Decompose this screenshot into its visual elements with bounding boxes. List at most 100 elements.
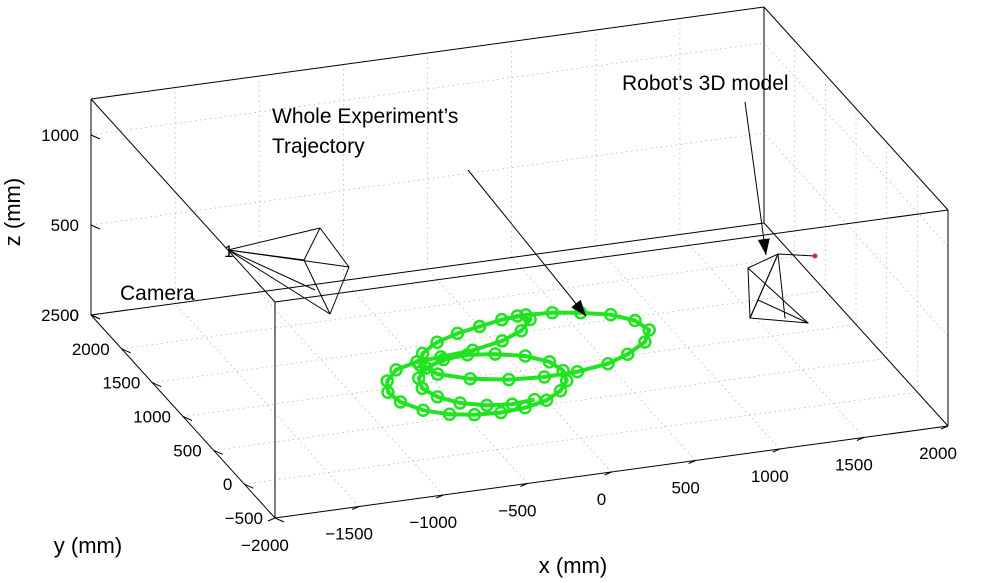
x-tick-label: 2000 (919, 444, 957, 463)
trajectory-point (502, 372, 516, 387)
robot-model-link (747, 267, 751, 319)
trajectory-point (430, 335, 444, 349)
axes-box-edge (763, 6, 949, 211)
trajectory-point (514, 323, 529, 338)
trajectory-point (413, 358, 427, 372)
trajectory-point (556, 363, 570, 378)
x-tick-mark (688, 460, 696, 464)
y-tick-mark (213, 449, 223, 455)
grid-line-floor-y (152, 290, 826, 384)
grid-line-floor-x (679, 234, 865, 438)
trajectory-point (480, 398, 494, 413)
y-tick-mark (244, 483, 254, 489)
trajectory-point (518, 349, 533, 363)
grid-line-floor-y (182, 324, 857, 417)
trajectory-point (620, 347, 635, 361)
trajectory-point (628, 313, 642, 328)
trajectory-point (638, 335, 652, 349)
trajectory-point (601, 356, 615, 371)
robot-model-link (757, 299, 809, 324)
z-tick-mark (90, 224, 101, 230)
grid-line-floor-x (595, 245, 781, 450)
trajectory-point (430, 390, 445, 404)
axes-box-edge (90, 222, 765, 316)
x-tick-label: −1000 (409, 513, 457, 532)
y-tick-mark (121, 348, 131, 354)
x-tick-mark (520, 483, 528, 487)
trajectory-point (467, 407, 482, 422)
trajectory-point (419, 361, 434, 375)
camera-frustum-ray (227, 227, 321, 251)
robot-model-link (777, 253, 816, 257)
trajectory-point (472, 319, 487, 334)
robot-tip-marker (812, 253, 818, 259)
y-tick-label: 2000 (72, 340, 110, 359)
z-tick-mark (90, 134, 101, 140)
trajectory-point (642, 323, 656, 337)
x-tick-mark (267, 517, 276, 522)
x-tick-label: 500 (671, 479, 699, 498)
y-tick-mark (182, 416, 193, 421)
robot-arrow-shaft (744, 101, 767, 256)
trajectory-point (553, 383, 568, 398)
x-tick-label: 1500 (835, 456, 873, 475)
x-tick-label: 0 (597, 490, 606, 509)
trajectory-point (510, 309, 525, 323)
y-axis-label: y (mm) (54, 533, 122, 558)
grid-line-side-z (763, 42, 949, 247)
camera-frustum-ray (227, 249, 316, 291)
y-tick-label: −500 (225, 509, 263, 528)
trajectory-point (545, 306, 560, 320)
z-axis-label: z (mm) (0, 178, 25, 246)
trajectory-point (542, 355, 557, 369)
z-tick-label: 0 (70, 306, 79, 325)
trajectory-point (434, 350, 448, 364)
z-tick-mark (90, 314, 101, 320)
grid-line-back-z (90, 132, 765, 226)
y-tick-label: 1500 (103, 374, 141, 393)
trajectory-point (495, 312, 509, 327)
trajectory-arrow-head (571, 299, 586, 316)
x-tick-label: −2000 (241, 536, 289, 555)
camera-frustum-edge (329, 266, 350, 315)
robot-model-link (749, 317, 809, 324)
grid-line-floor-x (258, 291, 444, 496)
trajectory-point (410, 354, 424, 369)
trajectory-point (494, 405, 508, 420)
robot-model-link (777, 253, 786, 319)
trajectory-point (495, 334, 509, 348)
trajectory-point (442, 407, 457, 422)
axes-box-edge (763, 222, 949, 427)
robot-label: Robot’s 3D model (622, 72, 789, 95)
trajectory-label-line2: Trajectory (272, 135, 365, 158)
robot-model-link (749, 299, 759, 319)
z-tick-label: 500 (51, 216, 79, 235)
trajectory-point (527, 392, 542, 407)
trajectory-point (415, 381, 429, 396)
y-tick-label: 1000 (133, 408, 171, 427)
grid-line-floor-y (244, 391, 918, 485)
x-tick-mark (856, 437, 865, 441)
camera-id-label: 1 (224, 242, 233, 261)
grid-line-floor-x (174, 303, 360, 507)
trajectory-point (393, 395, 408, 409)
camera-frustum-edge (319, 227, 350, 268)
trajectory-point (450, 326, 465, 341)
camera-label: Camera (120, 282, 195, 305)
trajectory-point (537, 370, 552, 384)
robot-arrow-head (757, 238, 770, 255)
x-tick-label: −500 (498, 502, 536, 521)
trajectory-point (453, 396, 467, 410)
trajectory-point (436, 352, 451, 367)
axes-box-edge (90, 98, 276, 303)
x-tick-label: 1000 (751, 467, 789, 486)
y-tick-label: 2500 (41, 306, 79, 325)
x-tick-mark (436, 494, 444, 499)
camera-frustum-edge (303, 227, 321, 261)
trajectory-point (523, 312, 537, 327)
grid-line-floor-x (343, 280, 528, 484)
y-tick-label: 500 (173, 441, 201, 460)
x-tick-mark (351, 506, 360, 510)
